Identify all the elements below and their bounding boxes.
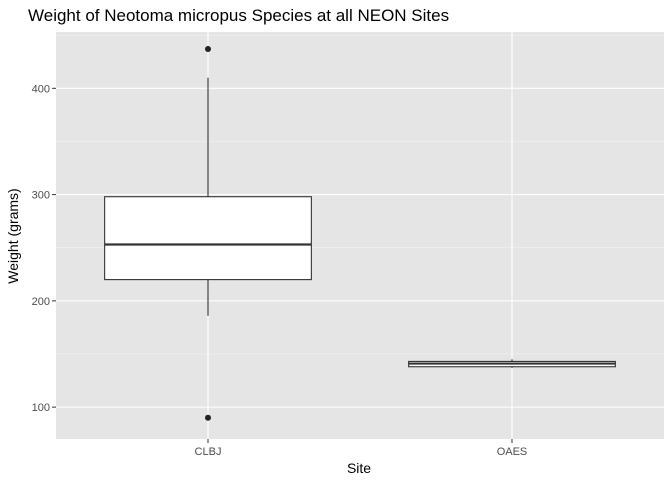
box-clbj (104, 46, 312, 421)
box-iqr (104, 196, 312, 281)
axes-layer: 100 200 300 400 CLBJ OAES (32, 83, 528, 458)
chart-title: Weight of Neotoma micropus Species at al… (28, 6, 449, 25)
y-tick-label: 400 (32, 83, 50, 95)
x-axis-title: Site (347, 460, 371, 476)
outlier-point (205, 46, 211, 53)
x-tick-label: CLBJ (195, 446, 222, 458)
x-tick-label: OAES (497, 446, 528, 458)
outlier-point (205, 414, 211, 421)
y-tick-label: 100 (32, 402, 50, 414)
y-tick-label: 300 (32, 190, 50, 202)
box-oaes (408, 359, 616, 368)
y-tick-label: 200 (32, 296, 50, 308)
y-axis-title: Weight (grams) (5, 188, 21, 283)
boxes-layer (104, 46, 616, 421)
